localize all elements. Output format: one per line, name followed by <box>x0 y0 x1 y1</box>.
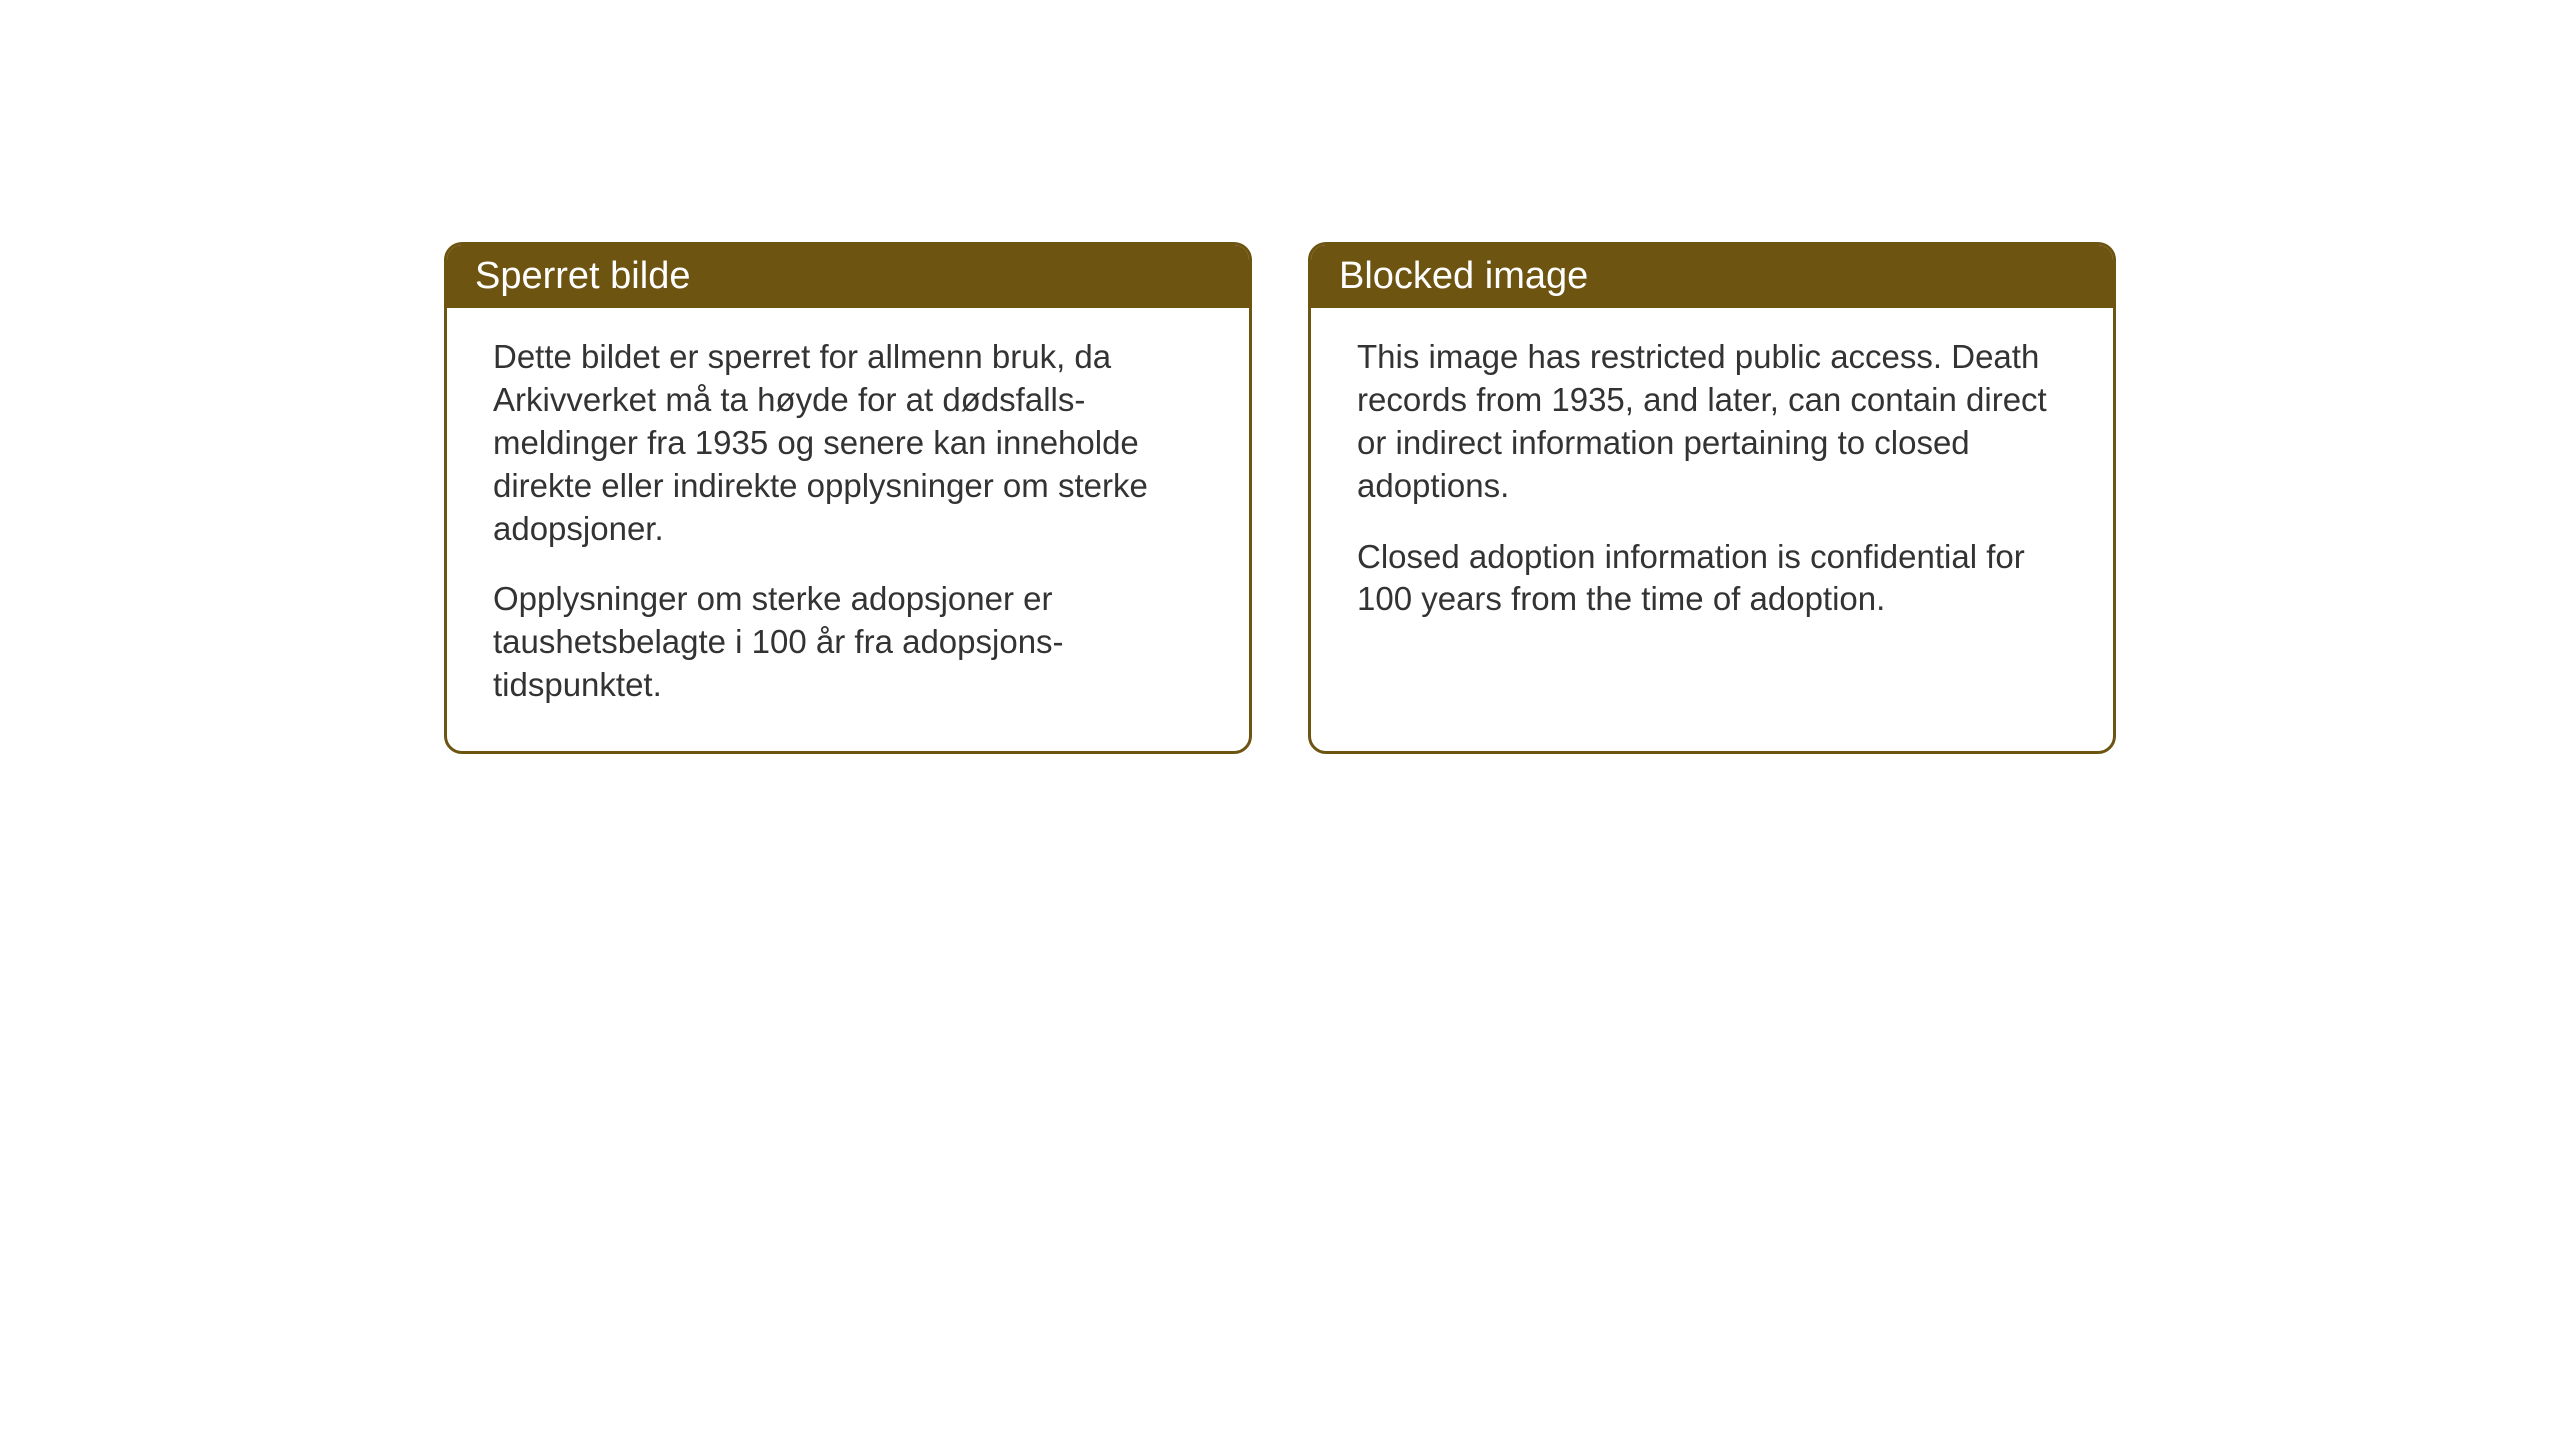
card-paragraph-1-english: This image has restricted public access.… <box>1357 336 2067 508</box>
card-paragraph-2-norwegian: Opplysninger om sterke adopsjoner er tau… <box>493 578 1203 707</box>
card-english: Blocked image This image has restricted … <box>1308 242 2116 754</box>
card-body-norwegian: Dette bildet er sperret for allmenn bruk… <box>447 308 1249 751</box>
cards-container: Sperret bilde Dette bildet er sperret fo… <box>444 242 2116 754</box>
card-body-english: This image has restricted public access.… <box>1311 308 2113 665</box>
card-paragraph-2-english: Closed adoption information is confident… <box>1357 536 2067 622</box>
card-paragraph-1-norwegian: Dette bildet er sperret for allmenn bruk… <box>493 336 1203 550</box>
card-header-norwegian: Sperret bilde <box>447 245 1249 308</box>
card-header-english: Blocked image <box>1311 245 2113 308</box>
card-norwegian: Sperret bilde Dette bildet er sperret fo… <box>444 242 1252 754</box>
